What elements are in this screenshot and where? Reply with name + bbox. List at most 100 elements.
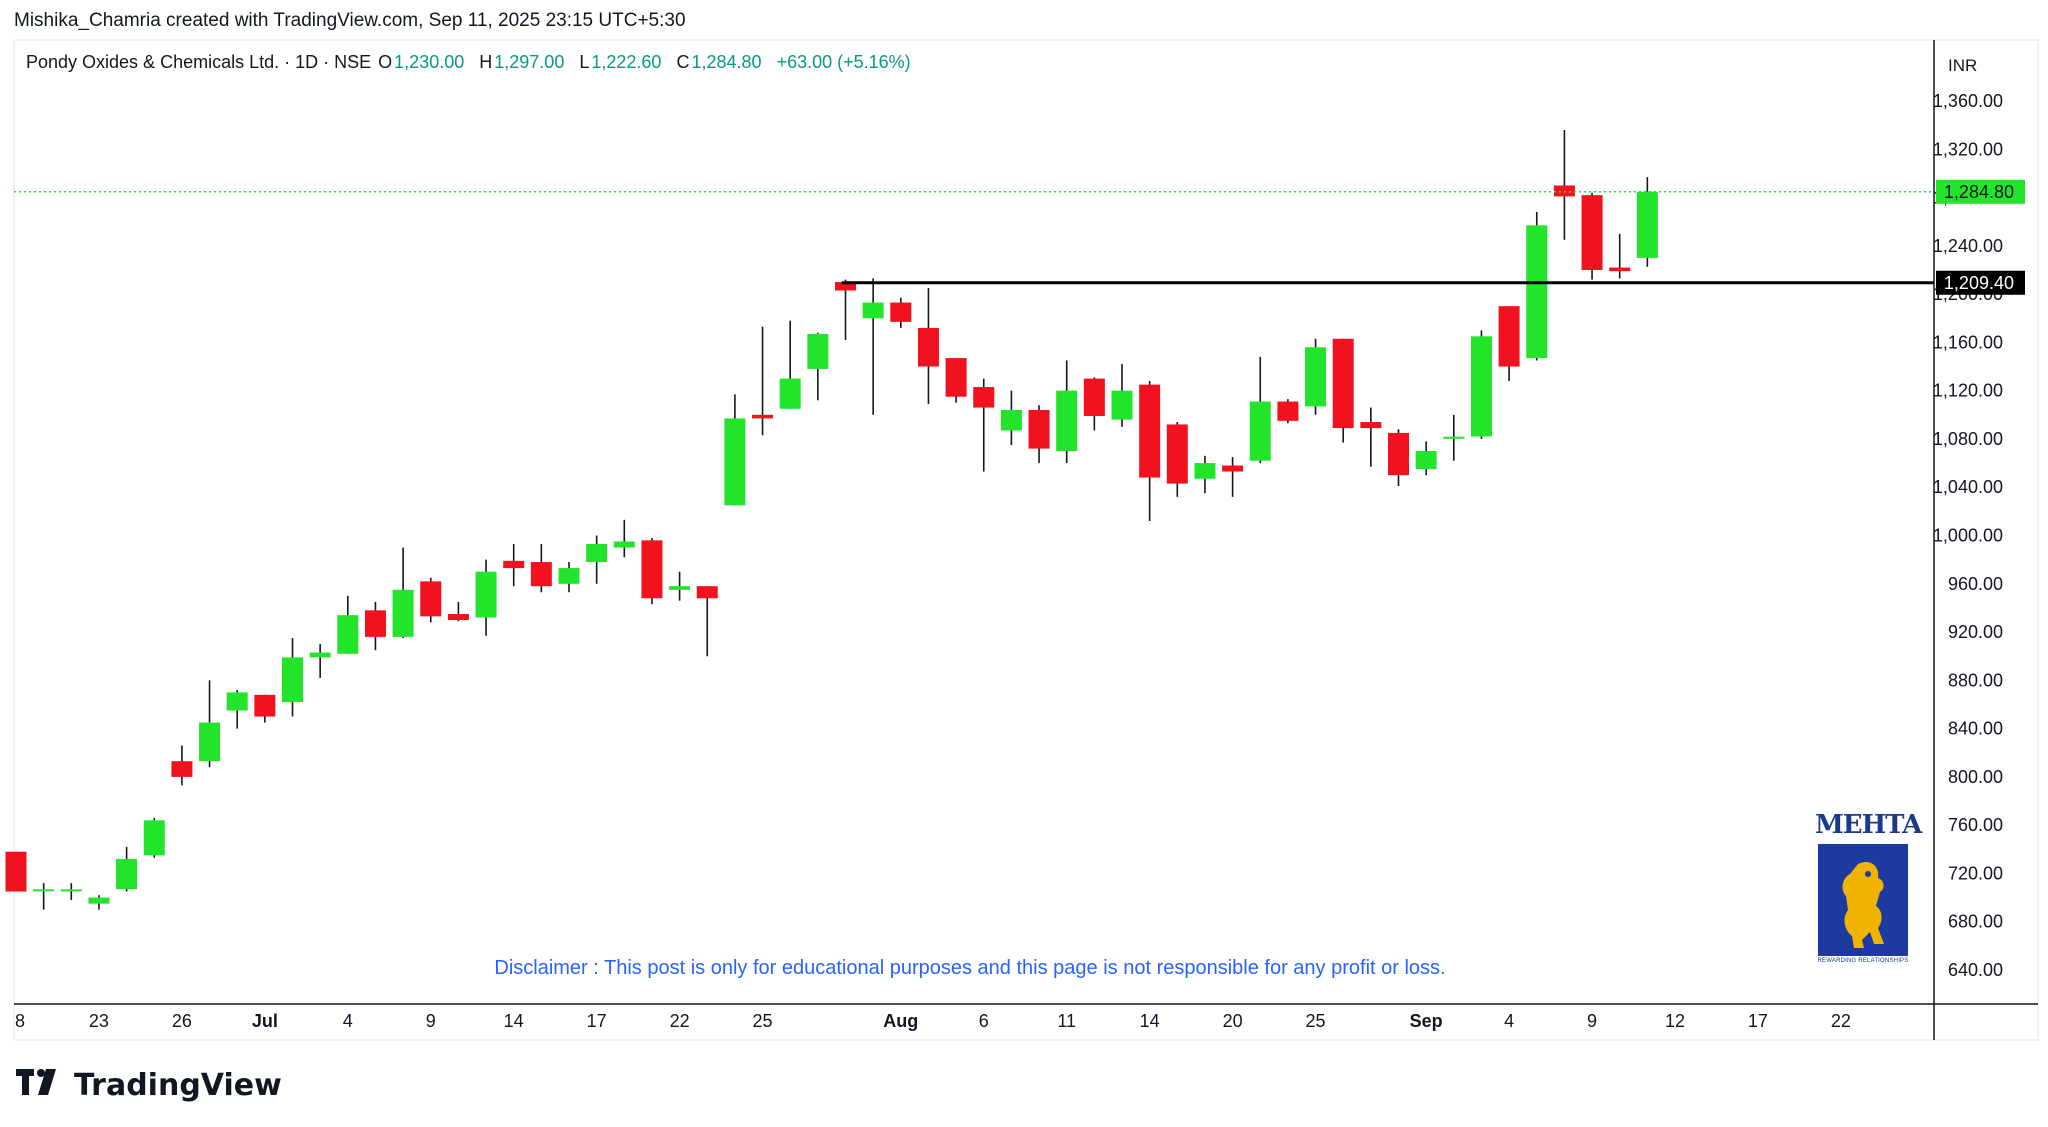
candle[interactable] <box>1470 330 1492 439</box>
candle-body <box>917 327 939 367</box>
change-value: +63.00 (+5.16%) <box>776 52 911 72</box>
candle-body <box>226 692 248 711</box>
candle[interactable] <box>1388 429 1409 487</box>
candle-body <box>1609 267 1631 272</box>
price-axis[interactable]: 640.00 680.00 720.00 760.00 800.00 840.00 880.… <box>1933 91 2025 980</box>
candle[interactable] <box>613 519 635 558</box>
candle[interactable] <box>1194 455 1216 494</box>
candle[interactable] <box>420 577 442 623</box>
candle[interactable] <box>1056 360 1078 464</box>
candle[interactable] <box>1028 405 1050 464</box>
candle[interactable] <box>309 644 331 678</box>
candle[interactable] <box>60 883 82 900</box>
candle[interactable] <box>1139 381 1161 522</box>
candle[interactable] <box>530 543 552 593</box>
price-tick-label: 960.00 <box>1948 574 2003 594</box>
candle[interactable] <box>917 288 939 404</box>
candle-body <box>1360 422 1382 429</box>
time-tick-label: 14 <box>504 1011 524 1031</box>
candle[interactable] <box>392 547 414 639</box>
candle-body <box>835 282 856 291</box>
candle[interactable] <box>586 535 608 584</box>
candle[interactable] <box>1526 212 1548 361</box>
candle[interactable] <box>1332 338 1354 443</box>
candle[interactable] <box>337 595 359 654</box>
candle-body <box>1222 465 1244 472</box>
candle[interactable] <box>364 601 386 651</box>
candle[interactable] <box>1360 407 1382 467</box>
candle-body <box>1305 347 1327 407</box>
candle[interactable] <box>171 745 193 786</box>
candle[interactable] <box>254 694 276 723</box>
price-tick-label: 800.00 <box>1948 767 2003 787</box>
candle[interactable] <box>503 543 525 587</box>
time-axis[interactable]: 8 23 26 Jul 4 9 14 17 22 25 Aug 6 11 14 20 25 Sep 4 9 12 17 2… <box>15 1011 1851 1031</box>
candle[interactable] <box>199 680 221 768</box>
candle-body <box>890 302 912 322</box>
candle[interactable] <box>779 320 801 409</box>
price-tick-label: 1,120.00 <box>1933 381 2003 401</box>
symbol-legend[interactable]: Pondy Oxides & Chemicals Ltd. · 1D · NSE… <box>26 52 913 73</box>
tradingview-logo[interactable]: TradingView <box>16 1068 282 1103</box>
candle[interactable] <box>558 562 580 593</box>
candle[interactable] <box>696 586 718 657</box>
candle[interactable] <box>143 817 165 858</box>
candle[interactable] <box>226 689 248 729</box>
symbol-name[interactable]: Pondy Oxides & Chemicals Ltd. · 1D · NSE <box>26 52 372 72</box>
candle[interactable] <box>1111 364 1133 427</box>
candle[interactable] <box>447 601 469 622</box>
candle[interactable] <box>1609 233 1631 279</box>
candle[interactable] <box>282 638 303 717</box>
candle-body <box>807 333 829 369</box>
candle-body <box>558 568 580 584</box>
high-value: 1,297.00 <box>494 52 565 72</box>
candle[interactable] <box>862 278 884 415</box>
price-tick-label: 760.00 <box>1948 815 2003 835</box>
candle-body <box>669 586 691 590</box>
candle[interactable] <box>475 559 497 636</box>
candle[interactable] <box>1249 356 1271 464</box>
candle[interactable] <box>641 537 663 605</box>
candle[interactable] <box>1222 457 1244 497</box>
candle-body <box>973 387 995 408</box>
candle[interactable] <box>1498 306 1520 382</box>
price-tick-label: 880.00 <box>1948 670 2003 690</box>
time-tick-label: 20 <box>1223 1011 1243 1031</box>
candle[interactable] <box>1166 422 1188 497</box>
last-price-tag <box>1936 179 2025 204</box>
candle-body <box>641 540 663 599</box>
candle-body <box>1498 306 1520 367</box>
candle[interactable] <box>973 378 995 472</box>
candle[interactable] <box>1415 441 1437 476</box>
candle[interactable] <box>835 279 856 340</box>
candle[interactable] <box>752 326 774 436</box>
low-label: L <box>579 52 590 72</box>
price-tick-label: 1,080.00 <box>1933 429 2003 449</box>
mehta-title: MEHTA <box>1815 810 1922 840</box>
candle[interactable] <box>1553 129 1575 240</box>
close-label: C <box>676 52 690 72</box>
low-value: 1,222.60 <box>591 52 662 72</box>
candle[interactable] <box>1581 192 1603 280</box>
candle-body <box>1388 432 1409 476</box>
candle[interactable] <box>945 358 967 403</box>
candle[interactable] <box>1636 177 1658 267</box>
candle[interactable] <box>1277 399 1299 424</box>
candle[interactable] <box>724 394 746 506</box>
candle[interactable] <box>33 883 55 910</box>
candle[interactable] <box>88 895 110 910</box>
candle[interactable] <box>807 332 829 401</box>
time-tick-label: 12 <box>1665 1011 1685 1031</box>
candle[interactable] <box>1305 338 1327 415</box>
candle[interactable] <box>1443 414 1465 461</box>
candle-body <box>364 610 386 637</box>
time-tick-label: 17 <box>587 1011 607 1031</box>
candle[interactable] <box>1000 390 1022 445</box>
candle[interactable] <box>116 846 138 892</box>
candle[interactable] <box>890 297 912 328</box>
price-tick-label: 680.00 <box>1948 912 2003 932</box>
candle[interactable] <box>1083 377 1105 431</box>
candle[interactable] <box>669 571 691 601</box>
candle[interactable] <box>5 851 27 892</box>
